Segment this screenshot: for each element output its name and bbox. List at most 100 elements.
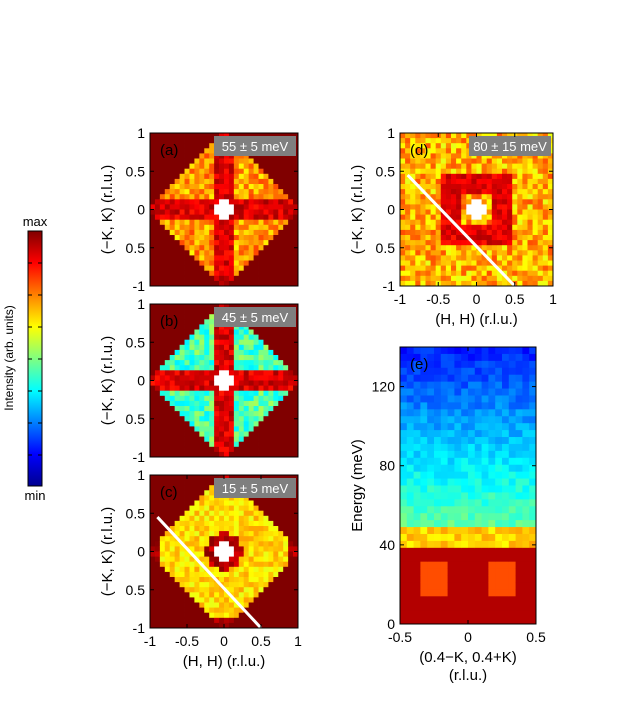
heatmap-cell	[468, 457, 476, 466]
heatmap-cell	[150, 577, 156, 583]
heatmap-cell	[400, 568, 408, 576]
heatmap-cell	[288, 324, 294, 330]
heatmap-cell	[228, 421, 235, 427]
heatmap-cell	[278, 587, 284, 593]
heatmap-cell	[427, 443, 435, 452]
heatmap-cell	[288, 329, 294, 335]
heatmap-cell	[209, 153, 215, 159]
heatmap-cell	[283, 158, 289, 164]
heatmap-cell	[268, 380, 274, 386]
heatmap-cell	[154, 475, 161, 481]
heatmap-cell	[179, 229, 185, 236]
heatmap-cell	[268, 495, 274, 501]
heatmap-cell	[515, 506, 523, 514]
heatmap-cell	[243, 229, 250, 236]
heatmap-cell	[481, 499, 489, 507]
heatmap-cell	[268, 158, 274, 164]
heatmap-cell	[476, 260, 482, 266]
heatmap-cell	[214, 426, 220, 432]
heatmap-cell	[199, 556, 205, 563]
heatmap-cell	[532, 133, 539, 139]
heatmap-cell	[420, 224, 426, 231]
heatmap-cell	[507, 184, 513, 190]
heatmap-cell	[209, 143, 215, 149]
heatmap-cell	[461, 513, 469, 521]
heatmap-cell	[413, 540, 421, 549]
heatmap-cell	[532, 214, 539, 221]
heatmap-cell	[440, 520, 448, 528]
heatmap-cell	[434, 589, 442, 597]
heatmap-cell	[529, 388, 537, 396]
heatmap-cell	[253, 400, 259, 407]
heatmap-cell	[440, 471, 448, 479]
heatmap-cell	[451, 250, 457, 256]
heatmap-cell	[228, 495, 235, 501]
heatmap-cell	[169, 475, 176, 481]
heatmap-cell	[189, 520, 195, 527]
heatmap-cell	[512, 270, 518, 277]
heatmap-cell	[214, 411, 220, 417]
heatmap-cell	[159, 355, 166, 361]
heatmap-cell	[204, 577, 210, 583]
heatmap-cell	[488, 603, 496, 611]
heatmap-cell	[413, 596, 421, 604]
heatmap-cell	[164, 406, 171, 412]
heatmap-cell	[451, 265, 457, 272]
heatmap-cell	[253, 592, 259, 598]
heatmap-cell	[154, 260, 161, 266]
heatmap-cell	[209, 520, 215, 527]
heatmap-cell	[174, 224, 180, 231]
heatmap-cell	[169, 334, 176, 341]
heatmap-cell	[194, 194, 200, 200]
heatmap-cell	[400, 582, 408, 590]
heatmap-cell	[150, 451, 156, 458]
heatmap-cell	[164, 380, 171, 386]
heatmap-cell	[253, 451, 259, 458]
energy-annotation: 45 ± 5 meV	[222, 310, 289, 325]
heatmap-cell	[243, 406, 250, 412]
heatmap-cell	[283, 344, 289, 351]
heatmap-cell	[169, 520, 176, 527]
heatmap-cell	[199, 189, 205, 195]
heatmap-cell	[400, 240, 406, 246]
heatmap-cell	[502, 224, 508, 231]
heatmap-cell	[451, 214, 457, 221]
heatmap-cell	[238, 421, 245, 427]
heatmap-cell	[481, 471, 489, 479]
heatmap-cell	[425, 138, 431, 144]
heatmap-cell	[434, 617, 442, 625]
heatmap-cell	[454, 492, 462, 500]
heatmap-cell	[238, 441, 245, 448]
heatmap-cell	[293, 546, 299, 552]
heatmap-cell	[243, 495, 250, 501]
heatmap-cell	[238, 375, 245, 381]
heatmap-cell	[435, 224, 442, 231]
x-tick-label: -1	[144, 633, 157, 649]
heatmap-cell	[476, 250, 482, 256]
heatmap-cell	[515, 430, 523, 438]
heatmap-cell	[476, 214, 482, 221]
heatmap-cell	[400, 499, 408, 507]
heatmap-cell	[542, 229, 549, 236]
heatmap-cell	[258, 617, 264, 624]
heatmap-cell	[248, 250, 254, 256]
heatmap-cell	[427, 381, 435, 389]
heatmap-cell	[189, 566, 195, 573]
heatmap-cell	[169, 304, 176, 310]
heatmap-cell	[400, 443, 408, 452]
heatmap-cell	[273, 406, 279, 412]
heatmap-cell	[159, 411, 166, 417]
heatmap-cell	[495, 547, 503, 556]
heatmap-cell	[159, 245, 166, 251]
heatmap-cell	[189, 426, 195, 432]
heatmap-cell	[248, 587, 254, 593]
heatmap-cell	[481, 209, 488, 215]
heatmap-cell	[461, 603, 469, 611]
heatmap-cell	[427, 409, 435, 417]
heatmap-cell	[243, 475, 250, 481]
heatmap-cell	[224, 441, 230, 448]
heatmap-cell	[233, 229, 240, 236]
heatmap-cell	[522, 464, 530, 473]
heatmap-cell	[169, 209, 176, 215]
heatmap-cell	[174, 250, 180, 256]
